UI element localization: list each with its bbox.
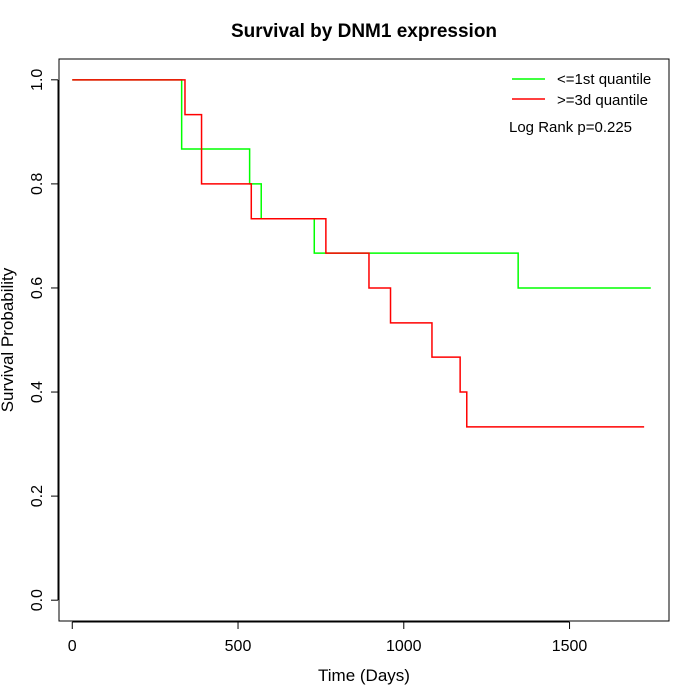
y-tick-label: 0.4 [29, 381, 46, 403]
x-axis-label: Time (Days) [318, 666, 410, 685]
y-axis: 0.0 0.2 0.4 0.6 0.8 1.0 [29, 69, 59, 611]
legend: <=1st quantile >=3d quantile [512, 71, 651, 109]
legend-label-high: >=3d quantile [557, 92, 648, 109]
km-curve-low [72, 79, 651, 289]
y-tick-label: 1.0 [29, 69, 46, 91]
y-tick-label: 0.8 [29, 173, 46, 195]
x-axis: 0 500 1000 1500 [68, 621, 588, 655]
x-tick-label: 500 [225, 638, 252, 655]
chart-title: Survival by DNM1 expression [231, 21, 497, 42]
y-tick-label: 0.0 [29, 589, 46, 611]
series-layer [72, 79, 651, 428]
plot-frame [58, 58, 670, 622]
x-tick-label: 0 [68, 638, 77, 655]
log-rank-annotation: Log Rank p=0.225 [509, 119, 632, 136]
km-curve-high [72, 79, 645, 428]
y-tick-label: 0.2 [29, 485, 46, 507]
y-axis-label: Survival Probability [0, 267, 17, 412]
legend-label-low: <=1st quantile [557, 71, 651, 88]
x-tick-label: 1500 [552, 638, 588, 655]
y-tick-label: 0.6 [29, 277, 46, 299]
x-tick-label: 1000 [386, 638, 422, 655]
